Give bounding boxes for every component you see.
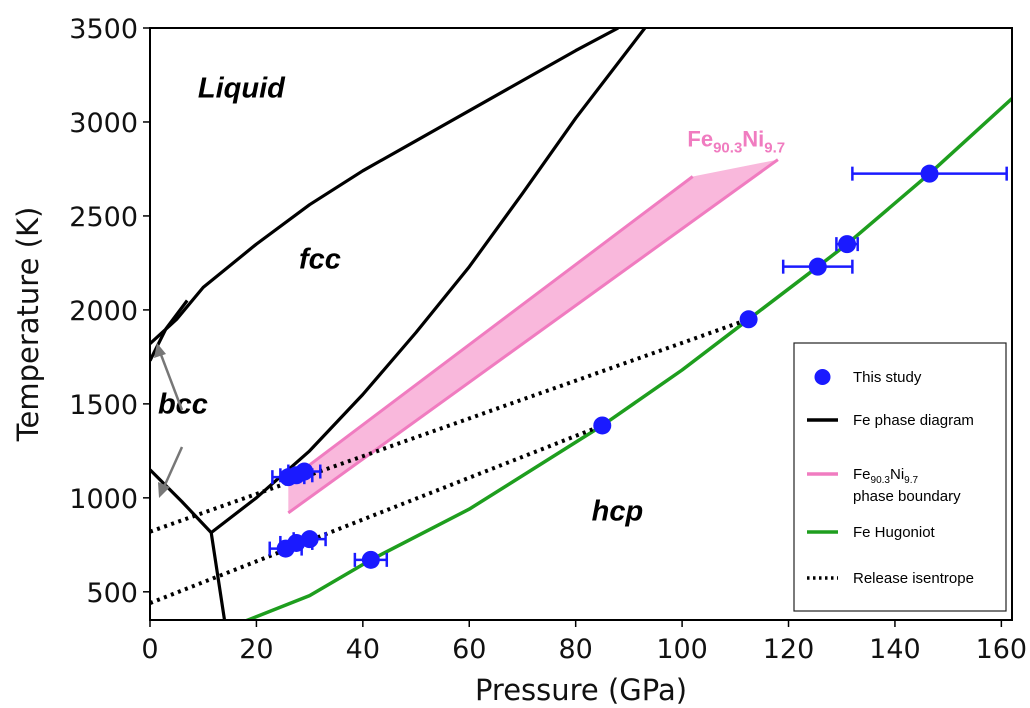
- legend-label-2-part-3: 9.7: [904, 475, 918, 486]
- y-tick-label-0: 500: [86, 578, 138, 609]
- data-point-8: [739, 310, 758, 329]
- legend-label-2-part-2: Ni: [890, 466, 904, 483]
- legend-label-2: Fe90.3Ni9.7: [853, 466, 918, 486]
- legend-label-2-line2: phase boundary: [853, 488, 961, 505]
- y-axis-title: Temperature (K): [11, 207, 45, 443]
- data-point-5: [300, 530, 319, 549]
- bcc-arrow-up-line: [158, 351, 184, 411]
- plot-frame: [149, 27, 1013, 621]
- y-tick-label-2: 1500: [69, 390, 138, 421]
- x-tick-label-1: 20: [239, 634, 273, 665]
- legend-label-4: Release isentrope: [853, 570, 974, 587]
- x-tick-label-2: 40: [346, 634, 380, 665]
- hugoniot-line: [245, 97, 1012, 620]
- phase-boundary-line-1: [150, 299, 189, 362]
- y-tick-label-5: 3000: [69, 108, 138, 139]
- x-tick-label-5: 100: [656, 634, 708, 665]
- alloy-label-ni: Ni: [742, 126, 764, 151]
- legend-label-3: Fe Hugoniot: [853, 524, 936, 541]
- x-tick-label-3: 60: [452, 634, 486, 665]
- y-tick-label-3: 2000: [69, 296, 138, 327]
- alloy-label-sub-2: 9.7: [764, 139, 785, 156]
- legend-label-1: Fe phase diagram: [853, 412, 974, 429]
- alloy-label: Fe90.3Ni9.7: [687, 126, 785, 156]
- phase-boundary-line-3: [210, 28, 647, 534]
- data-point-7: [593, 416, 612, 435]
- phase-label-1: fcc: [299, 244, 341, 276]
- annotations: Liquid fcc bcc hcp Fe90.3Ni9.7: [154, 73, 785, 527]
- y-tick-label-4: 2500: [69, 202, 138, 233]
- bcc-arrow-down-head: [158, 482, 170, 498]
- y-tick-label-6: 3500: [69, 14, 138, 45]
- data-point-6: [361, 550, 380, 569]
- legend-marker-0: [814, 369, 831, 385]
- x-axis-title: Pressure (GPa): [475, 673, 687, 707]
- phase-label-3: hcp: [592, 495, 644, 527]
- x-tick-label-6: 120: [763, 634, 815, 665]
- x-tick-label-8: 160: [976, 634, 1028, 665]
- bcc-arrow-up-head: [154, 343, 166, 358]
- release-isentrope-1: [150, 423, 604, 605]
- x-tick-label-7: 140: [869, 634, 921, 665]
- x-tick-label-0: 0: [141, 634, 158, 665]
- data-point-2: [295, 462, 314, 481]
- y-tick-label-1: 1000: [69, 484, 138, 515]
- phase-label-0: Liquid: [198, 73, 286, 105]
- data-point-10: [838, 235, 857, 254]
- legend: This study Fe phase diagram Fe90.3Ni9.7 pha…: [793, 342, 1007, 612]
- x-tick-label-4: 80: [558, 634, 592, 665]
- legend-label-2-part-0: Fe: [853, 466, 871, 483]
- legend-box: [793, 342, 1007, 612]
- release-isentrope-0: [150, 317, 750, 534]
- legend-label-2-part-1: 90.3: [871, 475, 891, 486]
- data-point-11: [920, 164, 939, 183]
- legend-label-0: This study: [853, 369, 922, 386]
- bcc-arrow-down-line: [162, 446, 184, 488]
- axes: 0 20 40 60 80 100 120 140 160 500 1000 1500 2000 2500…: [11, 14, 1027, 707]
- phase-boundary-line-0: [150, 28, 619, 345]
- phase-label-2: bcc: [158, 388, 208, 420]
- alloy-label-fe: Fe: [687, 126, 713, 151]
- data-point-9: [808, 257, 827, 276]
- alloy-label-sub-1: 90.3: [713, 139, 742, 156]
- alloy-boundary-upper-line: [287, 175, 694, 483]
